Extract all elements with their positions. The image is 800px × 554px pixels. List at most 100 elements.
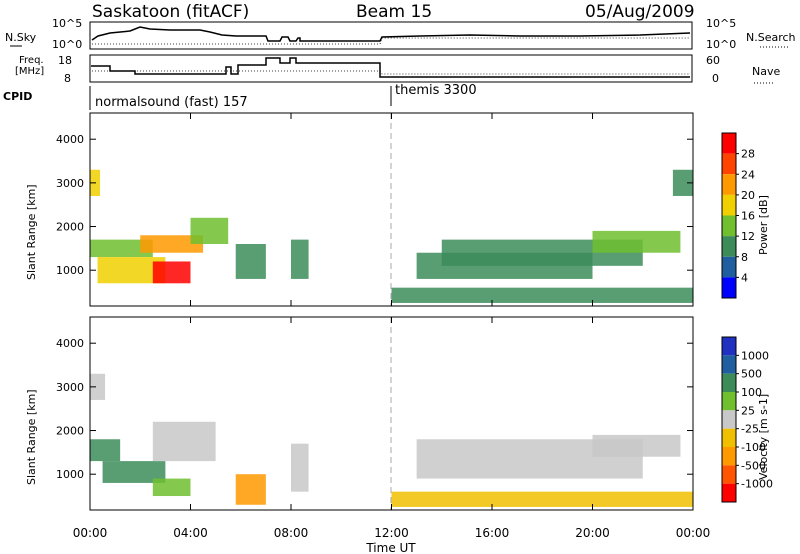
power-colorbar: 4 8 12 16 20 24 28 (721, 132, 755, 299)
x-tick-label: 12:00 (374, 526, 409, 540)
freq-right-tick-top: 60 (706, 54, 720, 67)
power-block (235, 243, 266, 279)
nave-trace (92, 70, 690, 75)
time-axis: 00:00 04:00 08:00 12:00 16:00 20:00 00:00 (73, 113, 711, 540)
nsky-trace (91, 26, 691, 42)
power-colorbar-tick-label: 16 (741, 210, 755, 223)
velocity-ytick-label: 3000 (56, 381, 84, 394)
freq-label-line1: Freq. (19, 55, 44, 66)
freq-trace (91, 57, 690, 78)
power-block (391, 287, 693, 303)
x-axis-label: Time UT (365, 541, 416, 554)
power-ytick-label: 2000 (56, 221, 84, 234)
x-tick-label: 04:00 (173, 526, 208, 540)
nsky-left-tick-top: 10^5 (52, 17, 82, 30)
power-colorbar-label: Power [dB] (757, 195, 770, 255)
power-colorbar-tick-label: 28 (741, 148, 755, 161)
velocity-y-axis: 1000 2000 3000 4000 (56, 337, 693, 481)
cpid-mode-2: themis 3300 (395, 83, 477, 98)
nsky-left-tick-bottom: 10^0 (52, 38, 82, 51)
velocity-block (102, 461, 166, 483)
station-title: Saskatoon (fitACF) (92, 2, 249, 22)
power-colorbar-segment (722, 215, 736, 237)
x-tick-label: 00:00 (676, 526, 711, 540)
power-colorbar-tick-label: 4 (741, 271, 748, 284)
velocity-ytick-label: 1000 (56, 468, 84, 481)
date-title: 05/Aug/2009 (585, 2, 695, 22)
power-colorbar-segment (722, 236, 736, 257)
power-block (140, 235, 204, 253)
power-colorbar-segment (722, 174, 736, 195)
power-ytick-label: 3000 (56, 177, 84, 190)
freq-right-tick-bottom: 0 (712, 72, 719, 85)
power-colorbar-segment (722, 194, 736, 216)
velocity-colorbar-label: Velocity [m s-1] (757, 394, 770, 480)
velocity-colorbar-segment (722, 465, 736, 484)
velocity-heatmap (90, 373, 693, 507)
power-colorbar-segment (722, 153, 736, 175)
power-colorbar-tick-label: 24 (741, 168, 755, 181)
freq-left-tick-bottom: 8 (64, 72, 71, 85)
nsearch-trace (92, 37, 690, 45)
power-block (190, 217, 229, 244)
cpid-mode-1: normalsound (fast) 157 (95, 95, 248, 110)
velocity-colorbar-segment (722, 447, 736, 466)
power-panel: 1000 2000 3000 4000 Slant Range [km] 4 8 12 16… (25, 112, 770, 307)
power-y-axis: 1000 2000 3000 4000 (56, 133, 693, 277)
nsearch-label: N.Search (746, 31, 796, 44)
velocity-colorbar-segment (722, 373, 736, 392)
velocity-colorbar-tick-label: -100 (741, 441, 766, 454)
power-block (152, 261, 191, 284)
power-ytick-label: 1000 (56, 264, 84, 277)
power-ylabel: Slant Range [km] (25, 184, 38, 280)
power-colorbar-tick-label: 20 (741, 189, 755, 202)
velocity-block (235, 474, 266, 505)
power-block (592, 230, 681, 253)
power-colorbar-tick-label: 12 (741, 230, 755, 243)
velocity-block (592, 434, 681, 457)
velocity-ylabel: Slant Range [km] (25, 389, 38, 485)
power-colorbar-segment (722, 256, 736, 278)
cpid-panel: CPID normalsound (fast) 157 themis 3300 (3, 83, 477, 110)
power-block (672, 169, 693, 196)
velocity-block (291, 443, 309, 492)
velocity-block (90, 439, 121, 462)
velocity-colorbar-frame (721, 336, 737, 503)
nave-label: Nave (752, 65, 780, 78)
velocity-block (152, 421, 216, 462)
power-colorbar-tick-label: 8 (741, 251, 748, 264)
velocity-colorbar-segment (722, 337, 736, 356)
velocity-block (90, 373, 106, 400)
velocity-colorbar-segment (722, 483, 736, 502)
velocity-ytick-label: 2000 (56, 425, 84, 438)
x-tick-label: 00:00 (73, 526, 108, 540)
nsky-right-tick-top: 10^5 (706, 17, 736, 30)
velocity-colorbar-segment (722, 392, 736, 411)
cpid-label: CPID (3, 90, 32, 103)
nsky-label: N.Sky (5, 31, 37, 44)
freq-label-line2: [MHz] (15, 66, 44, 77)
freq-left-tick-top: 18 (58, 54, 72, 67)
velocity-colorbar-tick-label: 100 (741, 386, 762, 399)
velocity-ytick-label: 4000 (56, 337, 84, 350)
freq-panel: Freq. [MHz] 18 8 60 0 Nave (15, 54, 780, 85)
velocity-panel: 1000 2000 3000 4000 Slant Range [km] 1000 50… (25, 316, 773, 511)
velocity-colorbar-segment (722, 428, 736, 447)
power-colorbar-segment (722, 277, 736, 298)
velocity-block (391, 491, 693, 507)
beam-title: Beam 15 (356, 2, 432, 22)
velocity-block (152, 478, 191, 497)
velocity-colorbar-tick-label: 500 (741, 368, 762, 381)
velocity-colorbar-tick-label: -500 (741, 459, 766, 472)
x-tick-label: 20:00 (575, 526, 610, 540)
x-tick-label: 08:00 (274, 526, 309, 540)
power-heatmap (90, 169, 693, 303)
x-tick-label: 16:00 (475, 526, 510, 540)
velocity-colorbar-tick-label: 1000 (741, 349, 769, 362)
nsky-right-tick-bottom: 10^0 (706, 38, 736, 51)
velocity-colorbar-tick-label: 25 (741, 404, 755, 417)
power-colorbar-segment (722, 133, 736, 154)
power-ytick-label: 4000 (56, 133, 84, 146)
velocity-colorbar-segment (722, 410, 736, 429)
